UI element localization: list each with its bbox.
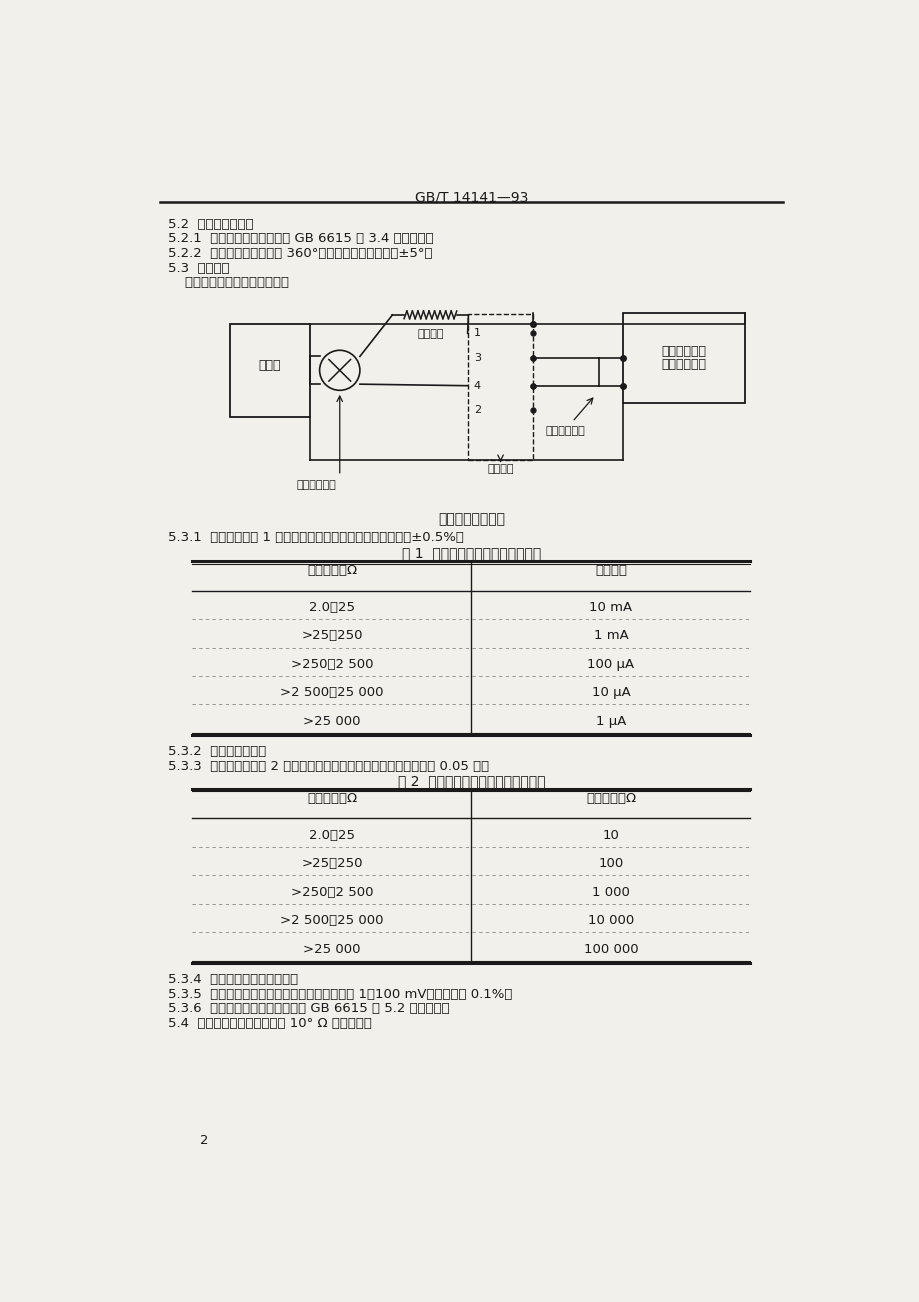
Text: 电位选择开关: 电位选择开关 (545, 426, 584, 436)
Text: 表 2  不同薄层电阴范围所用标准电阴: 表 2 不同薄层电阴范围所用标准电阴 (397, 775, 545, 789)
Bar (467, 314, 533, 461)
Text: >25 000: >25 000 (303, 943, 360, 956)
Text: 5.3.3  标准电阴：按表 2 的薄层电阴范围选取所需的标准电阴。精度 0.05 级。: 5.3.3 标准电阴：按表 2 的薄层电阴范围选取所需的标准电阴。精度 0.05… (167, 760, 488, 773)
Text: 5.3.2  电流换向开关。: 5.3.2 电流换向开关。 (167, 745, 266, 758)
Text: 标准电阴，Ω: 标准电阴，Ω (585, 792, 635, 805)
Text: 5.3.6  电子测量装置适用性应符合 GB 6615 中 5.2 条的规定。: 5.3.6 电子测量装置适用性应符合 GB 6615 中 5.2 条的规定。 (167, 1003, 448, 1016)
Text: 5.3.4  双刀双掴电位选择开关。: 5.3.4 双刀双掴电位选择开关。 (167, 973, 298, 986)
Text: 1 000: 1 000 (592, 885, 630, 898)
Text: 表 1  测量薄层电阴所要求的电流値: 表 1 测量薄层电阴所要求的电流値 (402, 546, 540, 560)
Text: 5.3.5  电位差计和电流计或数字电压表，量程为 1～100 mV，分辨率为 0.1%。: 5.3.5 电位差计和电流计或数字电压表，量程为 1～100 mV，分辨率为 0… (167, 988, 512, 1001)
Text: 100 000: 100 000 (583, 943, 638, 956)
Text: GB/T 14141—93: GB/T 14141—93 (414, 191, 528, 204)
Text: 1: 1 (473, 328, 481, 339)
Text: >2 500～25 000: >2 500～25 000 (280, 686, 383, 699)
Text: >25 000: >25 000 (303, 715, 360, 728)
Text: 电流换向开关: 电流换向开关 (296, 479, 336, 490)
Text: 5.3.1  恒流源：按表 1 的推荐値提供试样所需的电流。精度为±0.5%。: 5.3.1 恒流源：按表 1 的推荐値提供试样所需的电流。精度为±0.5%。 (167, 531, 463, 544)
Bar (230, 324, 309, 417)
Text: >2 500～25 000: >2 500～25 000 (280, 914, 383, 927)
Text: 1 mA: 1 mA (593, 629, 628, 642)
Text: >25～250: >25～250 (301, 629, 362, 642)
Text: 2: 2 (473, 405, 481, 415)
Text: 测试电流: 测试电流 (595, 564, 627, 577)
Bar (622, 312, 744, 404)
Text: 3: 3 (473, 353, 481, 363)
Text: 2.0～25: 2.0～25 (309, 829, 355, 842)
Text: 薄层电阴，Ω: 薄层电阴，Ω (307, 564, 357, 577)
Text: 10 mA: 10 mA (589, 602, 632, 615)
Text: 恒流源: 恒流源 (258, 359, 280, 372)
Text: 薄层电阴，Ω: 薄层电阴，Ω (307, 792, 357, 805)
Text: 10: 10 (602, 829, 618, 842)
Text: 5.2  样品台和探针架: 5.2 样品台和探针架 (167, 217, 253, 230)
Text: 100: 100 (597, 857, 623, 870)
Text: 测量装置的典型电路见下图。: 测量装置的典型电路见下图。 (167, 276, 289, 289)
Text: 10 μA: 10 μA (591, 686, 630, 699)
Text: 2: 2 (200, 1134, 209, 1147)
Text: 4: 4 (473, 380, 481, 391)
Text: 5.3  测量装置: 5.3 测量装置 (167, 262, 229, 275)
Text: 5.2.2  样品台上应具有旋转 360°的装置。其误差不大于±5°。: 5.2.2 样品台上应具有旋转 360°的装置。其误差不大于±5°。 (167, 247, 432, 260)
Text: 10 000: 10 000 (587, 914, 633, 927)
Text: 5.2.1  样品台和探针架应符合 GB 6615 中 3.4 条的规定。: 5.2.1 样品台和探针架应符合 GB 6615 中 3.4 条的规定。 (167, 233, 433, 246)
Text: >250～2 500: >250～2 500 (290, 658, 373, 671)
Text: 1 μA: 1 μA (596, 715, 626, 728)
Text: 标准电阴: 标准电阴 (416, 328, 443, 339)
Text: 电位计检流计: 电位计检流计 (661, 345, 706, 358)
Text: 2.0～25: 2.0～25 (309, 602, 355, 615)
Text: 或电子电压表: 或电子电压表 (661, 358, 706, 371)
Text: 探针系统: 探针系统 (487, 465, 513, 474)
Text: >25～250: >25～250 (301, 857, 362, 870)
Text: 100 μA: 100 μA (587, 658, 634, 671)
Text: 典型的电路示意图: 典型的电路示意图 (437, 512, 505, 526)
Text: 5.4  欧姆表，能指示阴値高达 10° Ω 的漏电阴。: 5.4 欧姆表，能指示阴値高达 10° Ω 的漏电阴。 (167, 1017, 371, 1030)
Text: >250～2 500: >250～2 500 (290, 885, 373, 898)
